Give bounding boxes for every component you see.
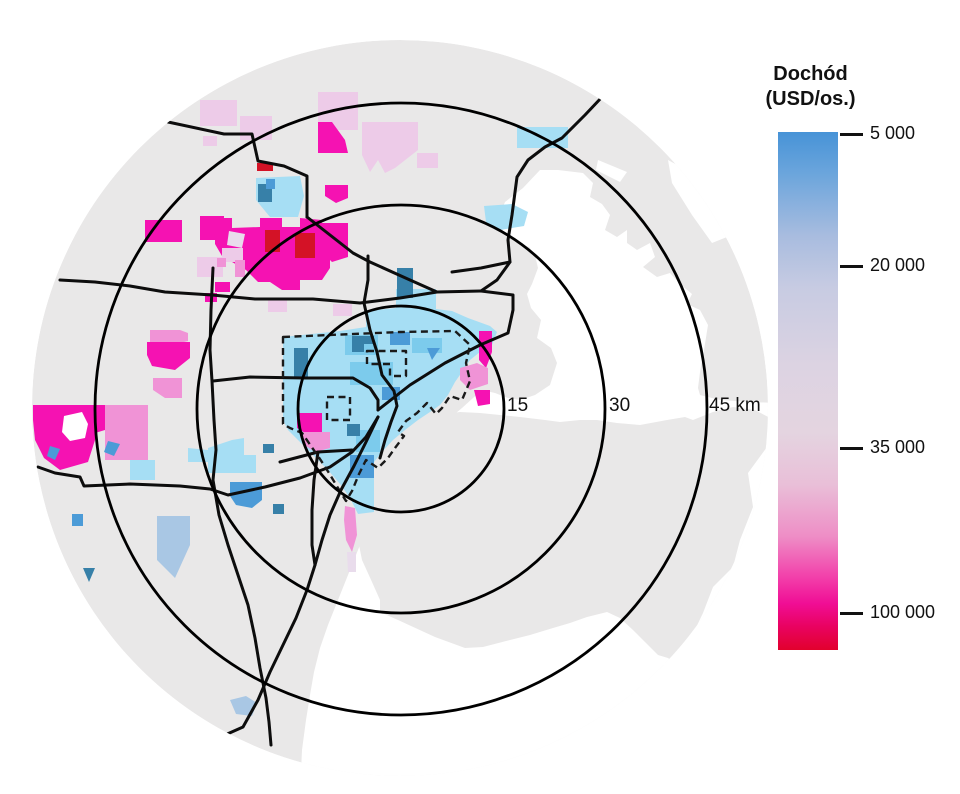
road [166, 120, 309, 219]
ring-label: 30 [609, 395, 630, 416]
tract [362, 122, 418, 173]
tract [352, 336, 374, 352]
tract [347, 424, 360, 436]
tract [474, 390, 490, 406]
tract [257, 163, 273, 171]
legend-tick-mark [840, 447, 863, 450]
tract [390, 332, 410, 345]
road [310, 450, 320, 567]
legend-title-line1: Dochód [773, 63, 848, 85]
legend-tick-label: 100 000 [870, 602, 936, 622]
city-boundary-enclave [365, 349, 408, 378]
tract [222, 248, 243, 262]
tract [188, 448, 208, 462]
tract [157, 516, 190, 578]
tract [217, 258, 226, 267]
city-boundary-enclave [325, 395, 352, 422]
road-network [36, 95, 604, 747]
tract [263, 444, 274, 453]
tract [265, 230, 280, 252]
tract [72, 514, 83, 526]
map-layers [32, 40, 768, 776]
road [58, 278, 483, 305]
legend-tick-label: 35 000 [870, 437, 926, 457]
tract [104, 441, 120, 456]
road [211, 375, 380, 412]
tract [147, 342, 190, 370]
water-delta-channel-1 [668, 160, 727, 243]
road [376, 289, 515, 412]
tract [344, 506, 357, 552]
road [223, 415, 380, 737]
tract [150, 330, 188, 343]
ring-label: 45 km [709, 395, 761, 416]
legend-colorbar [778, 132, 838, 650]
road [36, 415, 380, 497]
tract [417, 153, 438, 168]
tract [83, 568, 95, 582]
tract [153, 378, 182, 398]
tract [47, 446, 60, 460]
tract [208, 438, 256, 473]
tract [130, 460, 155, 480]
tract [203, 136, 217, 146]
road [305, 215, 439, 294]
tract [325, 185, 348, 203]
tract [215, 282, 230, 292]
city-boundary [281, 329, 472, 503]
tract [484, 204, 528, 230]
road [479, 95, 604, 293]
water-delta-channel-2 [596, 160, 627, 182]
legend-tick-mark [840, 612, 863, 615]
tract [62, 412, 88, 441]
tract [460, 363, 488, 390]
distance-ring [296, 304, 506, 514]
tract [333, 304, 352, 316]
tract [295, 233, 315, 258]
tract [227, 231, 245, 248]
distance-rings [93, 101, 709, 717]
tract [235, 260, 245, 277]
tract [268, 298, 287, 312]
legend-tick-mark [840, 133, 863, 136]
road [362, 254, 399, 460]
tract [397, 268, 413, 298]
tract [297, 413, 322, 436]
tract [318, 122, 348, 153]
tract [197, 257, 223, 277]
tract [240, 116, 272, 140]
distance-ring [195, 203, 607, 615]
tract [303, 432, 330, 452]
distance-ring [93, 101, 709, 717]
tract [350, 362, 393, 385]
legend-title: Dochód (USD/os.) [738, 62, 883, 112]
land-canada-shore [357, 407, 768, 662]
tract [347, 552, 356, 572]
tract [318, 92, 358, 130]
tract [266, 179, 275, 189]
tract [200, 100, 237, 126]
tract [427, 348, 440, 360]
tract [273, 504, 284, 514]
tract [145, 220, 182, 242]
legend-tick-label: 5 000 [870, 123, 916, 143]
road [450, 260, 512, 274]
legend-tick-mark [840, 265, 863, 268]
ring-label: 15 [507, 395, 528, 416]
legend-tick-label: 20 000 [870, 255, 926, 275]
legend-title-line2: (USD/os.) [765, 88, 856, 110]
